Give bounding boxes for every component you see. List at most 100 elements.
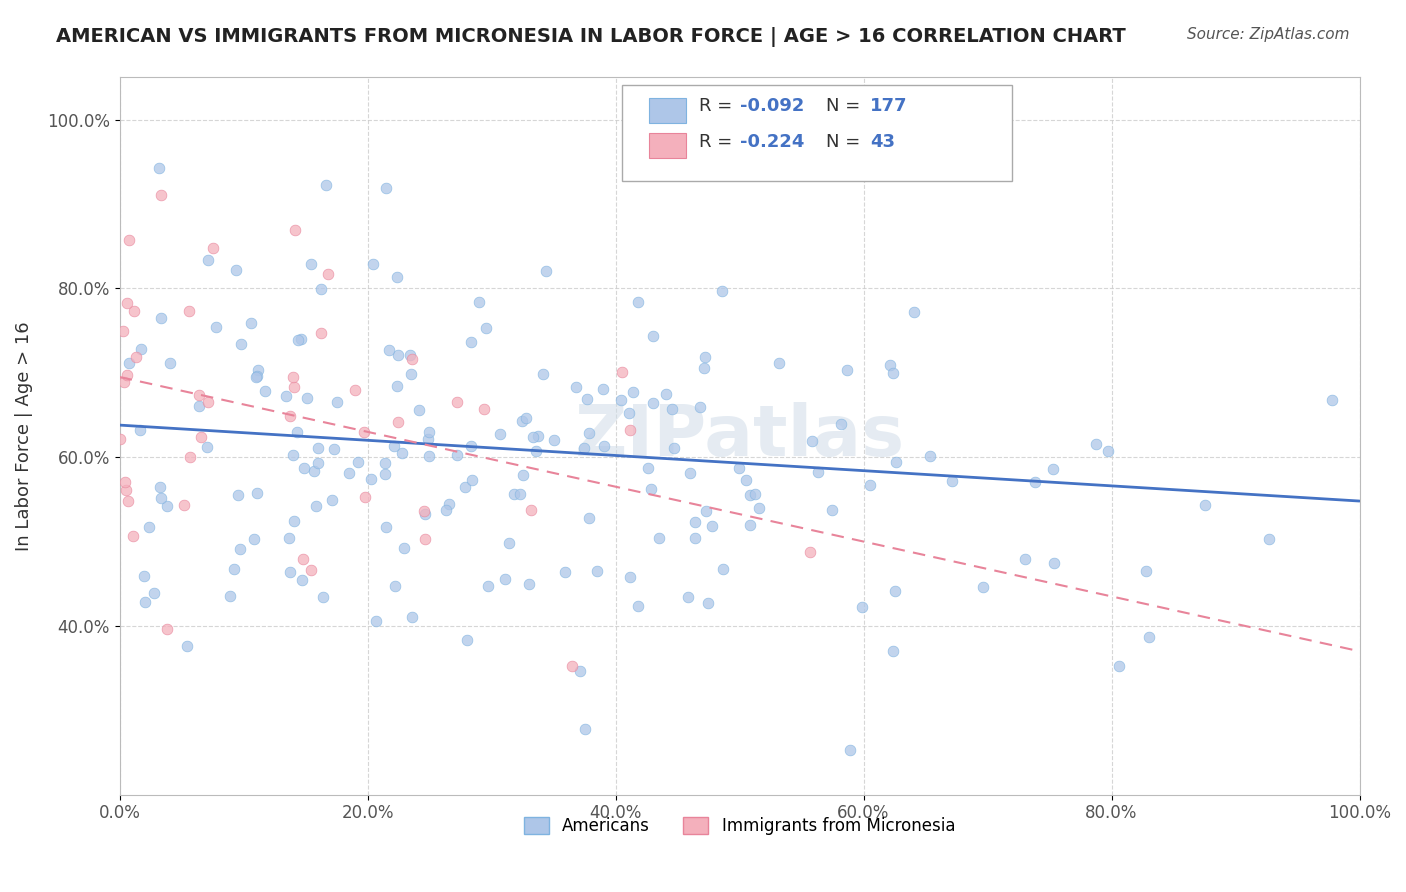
Point [472, 402, 495, 417]
Point [150, 491, 173, 505]
Point [619, 570, 641, 584]
Point [621, 385, 644, 400]
Point [524, 444, 547, 458]
Point [689, 401, 711, 415]
Point [695, 504, 717, 518]
Point [610, 366, 633, 380]
Point [920, 449, 942, 463]
Point [391, 446, 413, 460]
Point [195, 440, 218, 454]
Point [408, 402, 430, 417]
Point [197, 394, 219, 409]
Point [489, 427, 512, 442]
Point [574, 441, 596, 455]
Point [387, 415, 409, 429]
Point [461, 473, 484, 487]
Point [879, 358, 901, 372]
Point [305, 499, 328, 513]
Point [245, 370, 267, 384]
Point [401, 368, 423, 382]
Point [1042, 462, 1064, 476]
Text: -0.092: -0.092 [740, 97, 804, 115]
Point [561, 658, 583, 673]
Point [512, 468, 534, 483]
Point [592, 383, 614, 397]
Point [382, 439, 405, 453]
Point [387, 379, 409, 393]
Point [115, 483, 138, 498]
Point [1014, 552, 1036, 566]
Point [115, 368, 138, 382]
Text: ZIPatlas: ZIPatlas [575, 401, 904, 471]
Point [683, 515, 706, 529]
Point [377, 343, 399, 357]
Point [360, 472, 382, 486]
Point [315, 178, 337, 193]
Text: AMERICAN VS IMMIGRANTS FROM MICRONESIA IN LABOR FORCE | AGE > 16 CORRELATION CHA: AMERICAN VS IMMIGRANTS FROM MICRONESIA I… [56, 27, 1126, 46]
Text: N =: N = [827, 133, 866, 151]
Text: 43: 43 [870, 133, 894, 151]
Point [446, 395, 468, 409]
Point [693, 361, 716, 376]
Point [418, 425, 440, 439]
Point [197, 252, 219, 267]
Text: R =: R = [699, 97, 738, 115]
Point [129, 342, 152, 356]
Text: R =: R = [699, 133, 738, 151]
Point [498, 535, 520, 549]
Point [283, 370, 305, 384]
Point [117, 494, 139, 508]
Point [851, 599, 873, 614]
Point [744, 487, 766, 501]
Point [683, 531, 706, 545]
Point [121, 529, 143, 543]
Point [678, 591, 700, 605]
Point [711, 562, 734, 576]
Point [277, 532, 299, 546]
Point [882, 366, 904, 380]
Point [748, 500, 770, 515]
Point [515, 411, 537, 425]
Point [297, 392, 319, 406]
Point [201, 241, 224, 255]
Point [225, 263, 247, 277]
Point [323, 442, 346, 456]
Point [228, 487, 250, 501]
Point [728, 461, 751, 475]
Point [647, 532, 669, 546]
Point [640, 482, 662, 496]
Point [593, 439, 616, 453]
Point [882, 643, 904, 657]
FancyBboxPatch shape [650, 133, 686, 158]
Point [337, 466, 360, 480]
Point [413, 533, 436, 547]
Point [117, 233, 139, 247]
Point [354, 490, 377, 504]
Point [1320, 392, 1343, 407]
Point [502, 486, 524, 500]
Point [1137, 631, 1160, 645]
Point [117, 295, 139, 310]
Point [693, 350, 716, 364]
Point [304, 464, 326, 478]
Point [517, 576, 540, 591]
Point [575, 392, 598, 406]
Point [413, 507, 436, 521]
Point [326, 394, 349, 409]
Point [1108, 658, 1130, 673]
Point [1097, 444, 1119, 458]
Point [387, 348, 409, 362]
Point [148, 480, 170, 494]
Point [364, 614, 387, 628]
Point [399, 348, 422, 362]
Text: 177: 177 [870, 97, 907, 115]
Point [292, 461, 315, 475]
Point [903, 304, 925, 318]
Point [413, 504, 436, 518]
Point [627, 599, 650, 614]
Point [361, 257, 384, 271]
Point [477, 578, 499, 592]
Point [835, 362, 858, 376]
Point [205, 320, 228, 334]
Point [299, 257, 322, 271]
